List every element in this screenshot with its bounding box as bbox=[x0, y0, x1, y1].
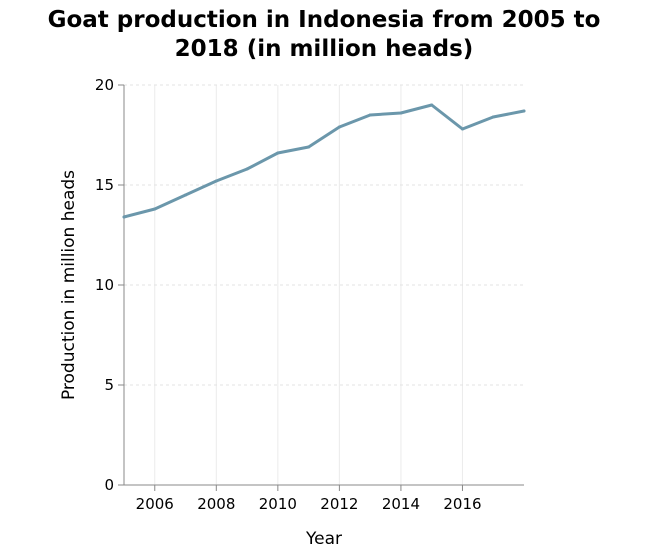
data-point bbox=[153, 207, 157, 211]
series-group bbox=[122, 103, 526, 219]
y-tick-label: 5 bbox=[104, 376, 114, 394]
x-tick-label: 2016 bbox=[443, 495, 481, 513]
data-point bbox=[276, 151, 280, 155]
y-axis-title: Production in million heads bbox=[59, 170, 79, 400]
y-tick-label: 10 bbox=[95, 276, 114, 294]
x-tick-label: 2006 bbox=[136, 495, 174, 513]
data-point bbox=[245, 167, 249, 171]
x-tick-label: 2014 bbox=[382, 495, 420, 513]
x-tick-label: 2012 bbox=[320, 495, 358, 513]
y-tick-label: 20 bbox=[95, 76, 114, 94]
data-point bbox=[491, 115, 495, 119]
grid-lines bbox=[124, 84, 524, 486]
data-point bbox=[460, 127, 464, 131]
data-point bbox=[337, 125, 341, 129]
x-axis-title: Year bbox=[305, 529, 342, 549]
data-point bbox=[522, 109, 526, 113]
data-point bbox=[307, 145, 311, 149]
x-tick-label: 2008 bbox=[197, 495, 235, 513]
data-point bbox=[399, 111, 403, 115]
y-tick-label: 15 bbox=[95, 176, 114, 194]
x-tick-label: 2010 bbox=[259, 495, 297, 513]
series-line bbox=[122, 103, 526, 219]
chart-title: Goat production in Indonesia from 2005 t… bbox=[47, 7, 601, 62]
data-point bbox=[122, 215, 126, 219]
tick-marks: 0 5 10 15 20 2006 2008 2010 2012 2014 2016 bbox=[95, 76, 482, 513]
data-point bbox=[430, 103, 434, 107]
data-point bbox=[214, 179, 218, 183]
y-tick-label: 0 bbox=[104, 476, 114, 494]
data-point bbox=[184, 193, 188, 197]
data-point bbox=[368, 113, 372, 117]
